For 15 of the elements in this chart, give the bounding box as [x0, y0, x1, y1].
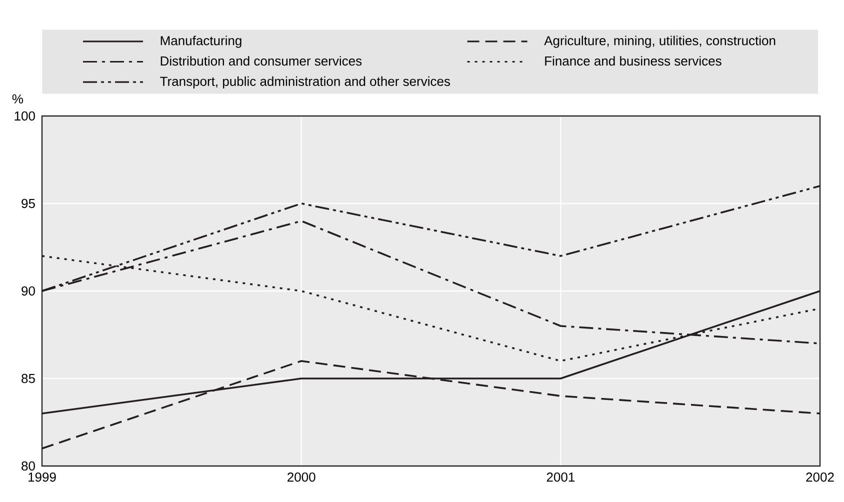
y-axis-title: %	[12, 94, 24, 104]
legend-label: Transport, public administration and other services	[160, 76, 450, 89]
y-tick-label: 90	[22, 286, 35, 296]
x-tick-label: 1999	[28, 472, 56, 482]
x-tick-label: 2002	[806, 472, 834, 482]
y-tick-label: 85	[22, 374, 35, 384]
legend-label: Agriculture, mining, utilities, construction	[544, 36, 776, 48]
legend-label: Manufacturing	[160, 36, 242, 48]
legend-label: Distribution and consumer services	[160, 56, 362, 66]
x-tick-label: 2000	[288, 472, 316, 482]
y-tick-label: 80	[22, 461, 35, 471]
x-tick-label: 2001	[546, 472, 574, 482]
legend-label: Finance and business services	[545, 56, 722, 66]
y-tick-label: 100	[14, 111, 35, 121]
y-tick-label: 95	[22, 198, 35, 208]
